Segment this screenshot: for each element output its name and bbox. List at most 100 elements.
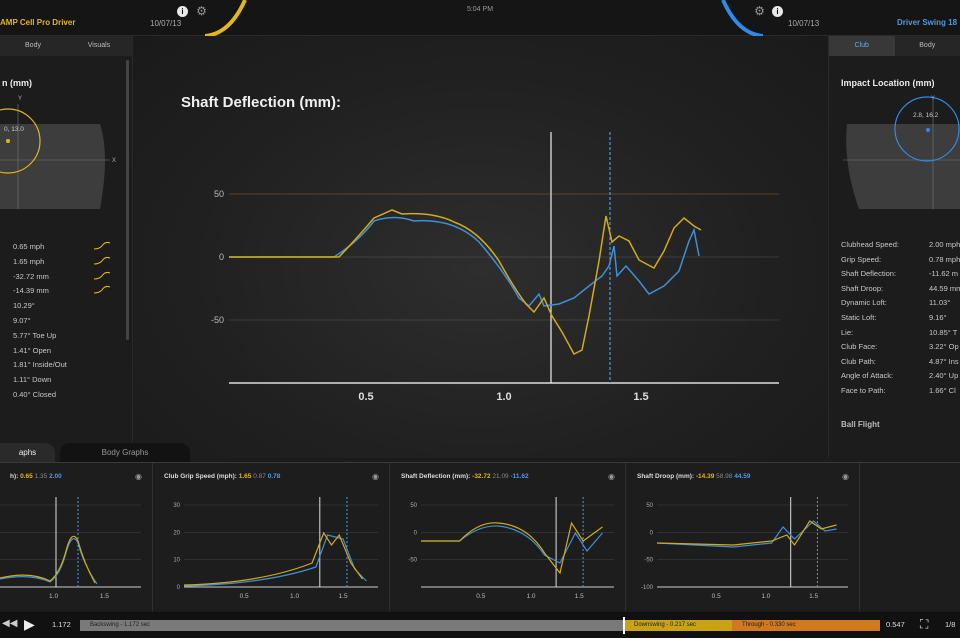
small-y-tick: 10 — [173, 558, 180, 564]
right-session-date: 10/07/13 — [788, 19, 820, 28]
left-metric-value: 9.07° — [13, 316, 31, 325]
left-metric-value: 0.65 mph — [13, 242, 45, 251]
right-metric-label: Angle of Attack: — [841, 371, 894, 381]
rewind-icon[interactable]: ◀◀ — [2, 618, 18, 629]
fullscreen-icon[interactable]: ⛶ — [920, 617, 929, 631]
small-graph-title: Shaft Droop (mm): -14.39 58.98 44.59 — [637, 473, 751, 480]
right-impact-label: 2.8, 16.2 — [913, 112, 939, 119]
eye-icon[interactable]: ◉ — [135, 472, 142, 481]
value-primary: -14.39 — [695, 473, 715, 480]
tab-club-graphs[interactable]: aphs — [0, 443, 55, 463]
right-metric-label: Club Path: — [841, 356, 877, 366]
info-icon[interactable]: i — [177, 6, 188, 17]
small-graph-panel[interactable]: Shaft Deflection (mm): -32.72 21.09 -11.… — [391, 463, 626, 611]
settings-gear-icon[interactable]: ⚙ — [196, 4, 207, 18]
right-metric-value: 4.87° Ins — [929, 356, 959, 366]
sparkline-icon[interactable] — [93, 255, 111, 265]
value-compare: 0.78 — [267, 473, 281, 480]
small-y-tick: 50 — [646, 503, 653, 509]
eye-icon[interactable]: ◉ — [842, 472, 849, 481]
main-chart-area: Shaft Deflection (mm): 50 0 -50 0.5 1.0 … — [134, 36, 827, 458]
settings-gear-icon-right[interactable]: ⚙ — [754, 4, 765, 18]
sparkline-icon[interactable] — [93, 284, 111, 294]
small-graph-svg: 30 20 10 0 0.5 1.0 1.5 — [173, 497, 378, 600]
y-tick-0: 0 — [219, 252, 224, 262]
graph-tabs: aphs Body Graphs — [0, 443, 960, 463]
small-y-tick: 0 — [650, 530, 654, 536]
ball-flight-label[interactable]: Ball Flight — [841, 420, 880, 429]
left-metrics-panel: Body Visuals n (mm) Y X 0, 13.0 0.65 mph… — [0, 36, 133, 458]
value-primary: -32.72 — [472, 473, 491, 480]
left-impact-label: 0, 13.0 — [4, 126, 24, 133]
value-primary: 1.65 — [238, 473, 252, 480]
right-session-name[interactable]: Driver Swing 18 — [897, 18, 958, 27]
small-graph-panel[interactable]: h): 0.65 1.35 2.00 ◉ 1.0 1.5 — [0, 463, 153, 611]
backswing-segment[interactable]: Backswing - 1.172 sec — [80, 620, 624, 631]
right-metric-label: Club Face: — [841, 342, 878, 352]
value-diff: 0.87 — [253, 473, 266, 480]
right-metric-label: Shaft Droop: — [841, 283, 884, 293]
right-metric-label: Static Loft: — [841, 313, 877, 322]
small-x-tick: 1.0 — [290, 593, 299, 600]
small-y-tick: 0 — [177, 585, 181, 591]
timeline-playhead[interactable] — [623, 617, 625, 634]
left-metric-value: -14.39 mm — [13, 286, 49, 296]
right-panel-title: Impact Location (mm) — [841, 78, 935, 88]
right-metric-value: 3.22° Op — [929, 342, 959, 352]
right-metric-value: 44.59 mm — [929, 283, 960, 293]
small-graph-title-text: Shaft Deflection (mm): — [401, 473, 471, 480]
right-metrics-panel: Club Body Impact Location (mm) Y 2.8, 16… — [828, 36, 960, 458]
sparkline-icon[interactable] — [93, 240, 111, 250]
left-panel-tabs: Body Visuals — [0, 36, 132, 56]
top-bar: AMP Cell Pro Driver 10/07/13 i ⚙ 5:04 PM… — [0, 0, 960, 36]
tab-body-graphs[interactable]: Body Graphs — [60, 443, 190, 463]
main-chart-svg: 50 0 -50 0.5 1.0 1.5 — [211, 132, 779, 403]
small-graph-panel[interactable]: Shaft Droop (mm): -14.39 58.98 44.59 ◉ 50 0… — [627, 463, 860, 611]
left-metric-value: -32.72 mm — [13, 271, 49, 281]
eye-icon[interactable]: ◉ — [608, 472, 615, 481]
small-x-tick: 1.0 — [761, 593, 770, 600]
play-icon[interactable]: ▶ — [24, 616, 35, 632]
left-scrollbar[interactable] — [126, 60, 129, 340]
value-compare: 44.59 — [734, 473, 751, 480]
info-icon-right[interactable]: i — [772, 6, 783, 17]
right-impact-diagram: Y — [843, 96, 960, 209]
through-segment[interactable]: Through - 0.330 sec — [732, 620, 880, 631]
right-metric-label: Face to Path: — [841, 386, 886, 395]
small-graph-panel[interactable]: Club Grip Speed (mph): 1.65 0.87 0.78 ◉ 30… — [154, 463, 390, 611]
value-diff: 21.09 — [492, 473, 509, 480]
small-x-tick: 0.5 — [476, 593, 485, 600]
timeline-scrubber[interactable]: Backswing - 1.172 sec Downswing - 0.217 … — [80, 617, 880, 634]
playback-speed[interactable]: 1/8 — [945, 620, 956, 629]
left-metric-value: 1.65 mph — [13, 256, 45, 266]
left-session-date: 10/07/13 — [150, 19, 182, 28]
y-tick-50: 50 — [214, 189, 224, 199]
timeline-end-time: 0.547 — [886, 620, 905, 629]
tab-club[interactable]: Club — [829, 36, 895, 56]
small-y-tick: 0 — [414, 530, 418, 536]
value-compare: 2.00 — [49, 473, 62, 480]
small-graph-title: h): 0.65 1.35 2.00 — [10, 473, 62, 480]
small-x-tick: 1.5 — [339, 593, 348, 600]
right-metric-label: Lie: — [841, 327, 854, 337]
timeline-current-time: 1.172 — [52, 620, 71, 629]
sparkline-icon[interactable] — [93, 270, 111, 280]
right-metric-value: 2.00 mph — [929, 240, 960, 249]
small-x-tick: 1.5 — [809, 593, 818, 600]
small-graph-title-text: Shaft Droop (mm): — [637, 473, 695, 480]
right-metric-value: 11.03° — [929, 298, 951, 308]
tab-body[interactable]: Body — [25, 42, 41, 49]
small-graphs-row: h): 0.65 1.35 2.00 ◉ 1.0 1.5 Club Grip Speed… — [0, 462, 960, 611]
small-graph-title: Club Grip Speed (mph): 1.65 0.87 0.78 — [164, 473, 280, 480]
right-swoosh-icon — [721, 0, 763, 36]
tab-body-right[interactable]: Body — [919, 42, 936, 49]
downswing-segment[interactable]: Downswing - 0.217 sec — [624, 620, 732, 631]
eye-icon[interactable]: ◉ — [372, 472, 379, 481]
small-x-tick: 0.5 — [712, 593, 721, 600]
svg-text:Y: Y — [931, 96, 935, 102]
left-metric-value: 1.11° Down — [13, 375, 52, 385]
small-x-tick: 1.5 — [100, 593, 109, 600]
tab-visuals[interactable]: Visuals — [87, 42, 111, 49]
small-graph-title: Shaft Deflection (mm): -32.72 21.09 -11.… — [401, 473, 529, 480]
left-session-name[interactable]: AMP Cell Pro Driver — [0, 18, 76, 27]
